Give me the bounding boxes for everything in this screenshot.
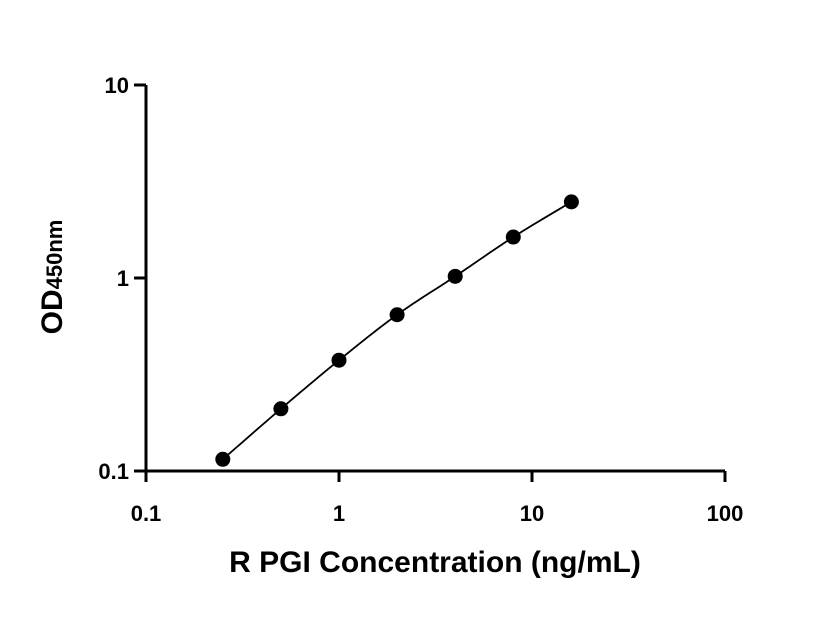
- x-tick-label: 0.1: [131, 501, 162, 526]
- y-tick-label: 1: [117, 266, 129, 291]
- data-point: [563, 194, 579, 210]
- y-tick-label: 0.1: [98, 459, 129, 484]
- data-point: [505, 229, 521, 245]
- x-tick-label: 1: [333, 501, 345, 526]
- y-axis-label-sub: 450nm: [42, 220, 67, 290]
- x-axis-label: R PGI Concentration (ng/mL): [229, 546, 641, 579]
- data-points: [215, 194, 579, 467]
- data-point: [215, 451, 231, 467]
- y-axis-label: OD450nm: [36, 220, 69, 335]
- x-tick-label: 100: [707, 501, 744, 526]
- data-point: [273, 401, 289, 417]
- y-ticks: 0.1 1 10: [98, 73, 146, 484]
- x-ticks: 0.1 1 10 100: [131, 471, 744, 526]
- data-point: [389, 307, 405, 323]
- axes: [144, 85, 725, 473]
- y-tick-label: 10: [105, 73, 129, 98]
- data-point: [447, 268, 463, 284]
- y-axis-label-main: OD: [36, 289, 69, 334]
- x-tick-label: 10: [520, 501, 544, 526]
- data-point: [331, 352, 347, 368]
